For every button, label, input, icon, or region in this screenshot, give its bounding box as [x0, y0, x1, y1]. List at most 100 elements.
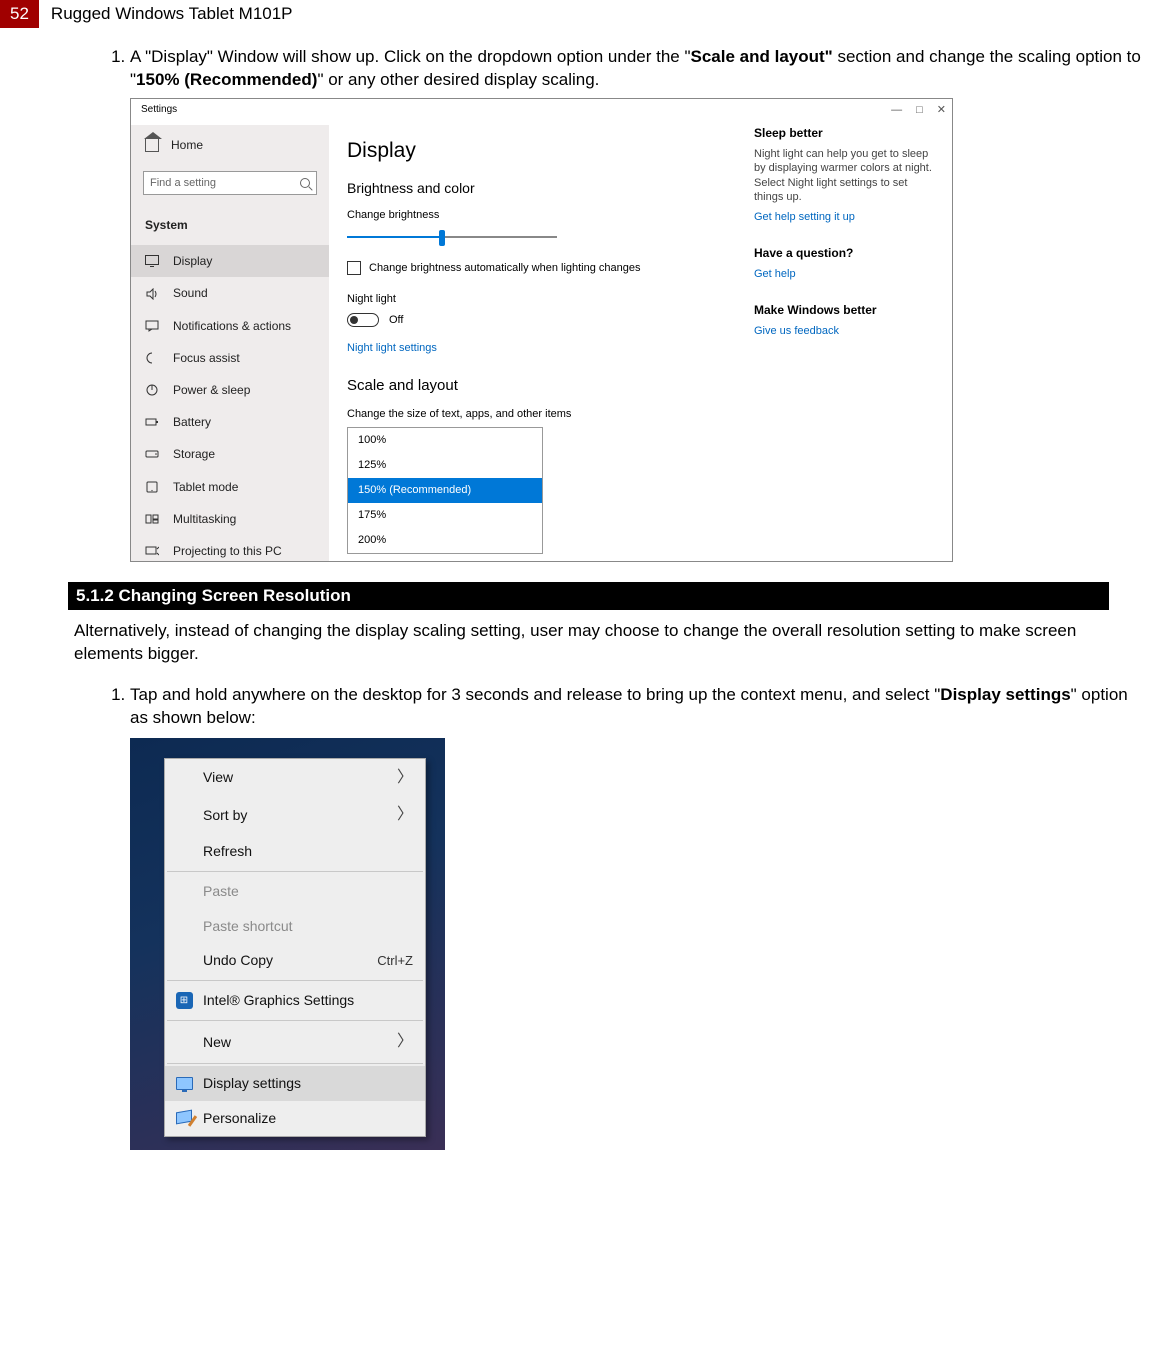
night-light-toggle[interactable] [347, 313, 379, 327]
aside-feedback-heading: Make Windows better [754, 302, 936, 318]
sidebar-tablet-label: Tablet mode [173, 479, 238, 495]
ctx-undo[interactable]: Undo Copy Ctrl+Z [165, 943, 425, 978]
focus-icon [145, 352, 159, 364]
scale-option-150[interactable]: 150% (Recommended) [348, 478, 542, 503]
ctx-new[interactable]: New 〉 [165, 1023, 425, 1061]
window-app-title: Settings [141, 103, 177, 117]
desktop-context-screenshot: View 〉 Sort by 〉 Refresh [130, 738, 445, 1150]
ctx-refresh[interactable]: Refresh [165, 834, 425, 869]
slider-fill [347, 236, 442, 238]
page-header: 52 Rugged Windows Tablet M101P [0, 0, 1169, 28]
sidebar-battery-label: Battery [173, 414, 211, 430]
intel-icon: ⊞ [175, 992, 193, 1010]
ctx-paste: Paste [165, 874, 425, 909]
night-light-state: Off [389, 313, 403, 328]
aside-help-link[interactable]: Get help [754, 267, 936, 282]
step1-item: A "Display" Window will show up. Click o… [130, 46, 1149, 562]
sidebar-storage-label: Storage [173, 446, 215, 462]
scale-dropdown[interactable]: 100% 125% 150% (Recommended) 175% 200% [347, 427, 543, 553]
sidebar-home[interactable]: Home [131, 129, 329, 161]
power-icon [145, 384, 159, 396]
step1-bold1: Scale and layout" [691, 47, 833, 66]
sidebar-item-storage[interactable]: Storage [131, 438, 329, 470]
chevron-right-icon: 〉 [397, 767, 413, 789]
display-icon [145, 255, 159, 267]
step1-post: " or any other desired display scaling. [317, 70, 599, 89]
tablet-icon [145, 481, 159, 493]
settings-content: Display Brightness and color Change brig… [329, 125, 952, 562]
brightness-slider[interactable] [347, 229, 557, 245]
sidebar-item-sound[interactable]: Sound [131, 277, 329, 309]
step1-block: A "Display" Window will show up. Click o… [130, 46, 1149, 562]
step1-pre: A "Display" Window will show up. Click o… [130, 47, 691, 66]
aside-feedback-link[interactable]: Give us feedback [754, 324, 936, 339]
auto-brightness-label: Change brightness automatically when lig… [369, 261, 641, 276]
maximize-button[interactable]: □ [916, 103, 923, 118]
step1-list: A "Display" Window will show up. Click o… [130, 46, 1149, 562]
ctx-view[interactable]: View 〉 [165, 759, 425, 797]
settings-aside: Sleep better Night light can help you ge… [754, 125, 936, 359]
sidebar-item-battery[interactable]: Battery [131, 406, 329, 438]
storage-icon [145, 448, 159, 460]
sidebar-item-display[interactable]: Display [131, 245, 329, 277]
auto-brightness-checkbox[interactable] [347, 261, 361, 275]
multitasking-icon [145, 513, 159, 525]
settings-window: Settings — □ ✕ Home [130, 98, 953, 562]
sidebar-display-label: Display [173, 253, 212, 269]
sidebar-item-focus[interactable]: Focus assist [131, 342, 329, 374]
ctx-separator [167, 1020, 423, 1021]
ctx-intel[interactable]: ⊞ Intel® Graphics Settings [165, 983, 425, 1018]
ctx-view-label: View [203, 768, 387, 787]
ctx-paste-shortcut-label: Paste shortcut [203, 917, 413, 936]
step1-bold2: 150% (Recommended) [136, 70, 317, 89]
close-button[interactable]: ✕ [937, 103, 946, 118]
aside-sleep-link[interactable]: Get help setting it up [754, 210, 936, 225]
sidebar-item-notifications[interactable]: Notifications & actions [131, 310, 329, 342]
context-menu: View 〉 Sort by 〉 Refresh [164, 758, 426, 1137]
ctx-separator [167, 980, 423, 981]
ctx-display-settings[interactable]: Display settings [165, 1066, 425, 1101]
scale-label: Change the size of text, apps, and other… [347, 407, 934, 422]
section-heading: 5.1.2 Changing Screen Resolution [68, 582, 1109, 610]
section-paragraph: Alternatively, instead of changing the d… [74, 620, 1129, 666]
scale-option-175[interactable]: 175% [348, 503, 542, 528]
sidebar-power-label: Power & sleep [173, 382, 250, 398]
ctx-separator [167, 1063, 423, 1064]
minimize-button[interactable]: — [891, 103, 902, 118]
projecting-icon [145, 545, 159, 557]
ctx-new-label: New [203, 1033, 387, 1052]
ctx-personalize[interactable]: Personalize [165, 1101, 425, 1136]
settings-main: Home Find a setting System Display [131, 125, 952, 562]
slider-thumb[interactable] [439, 230, 445, 246]
sidebar-item-multitasking[interactable]: Multitasking [131, 503, 329, 535]
home-icon [145, 138, 159, 152]
ctx-undo-label: Undo Copy [203, 951, 367, 970]
notifications-icon [145, 320, 159, 332]
ctx-personalize-label: Personalize [203, 1109, 413, 1128]
sidebar-search[interactable]: Find a setting [143, 171, 317, 195]
sidebar-item-power[interactable]: Power & sleep [131, 374, 329, 406]
ctx-refresh-label: Refresh [203, 842, 413, 861]
aside-question-heading: Have a question? [754, 245, 936, 261]
personalize-icon [175, 1109, 193, 1127]
step2-bold: Display settings [940, 685, 1070, 704]
aside-sleep-heading: Sleep better [754, 125, 936, 141]
scale-option-100[interactable]: 100% [348, 428, 542, 453]
aside-sleep-text: Night light can help you get to sleep by… [754, 147, 936, 204]
scale-option-125[interactable]: 125% [348, 453, 542, 478]
scale-option-200[interactable]: 200% [348, 528, 542, 553]
night-light-settings-link[interactable]: Night light settings [347, 341, 437, 356]
sidebar-item-tablet[interactable]: Tablet mode [131, 471, 329, 503]
page-number: 52 [0, 0, 39, 28]
search-placeholder: Find a setting [150, 176, 216, 191]
ctx-display-label: Display settings [203, 1074, 413, 1093]
chevron-right-icon: 〉 [397, 804, 413, 826]
chevron-right-icon: 〉 [397, 1031, 413, 1053]
ctx-sort-label: Sort by [203, 806, 387, 825]
sidebar-home-label: Home [171, 137, 203, 153]
sidebar-focus-label: Focus assist [173, 350, 240, 366]
sidebar-item-projecting[interactable]: Projecting to this PC [131, 535, 329, 562]
sound-icon [145, 288, 159, 300]
ctx-paste-label: Paste [203, 882, 413, 901]
ctx-sort[interactable]: Sort by 〉 [165, 796, 425, 834]
